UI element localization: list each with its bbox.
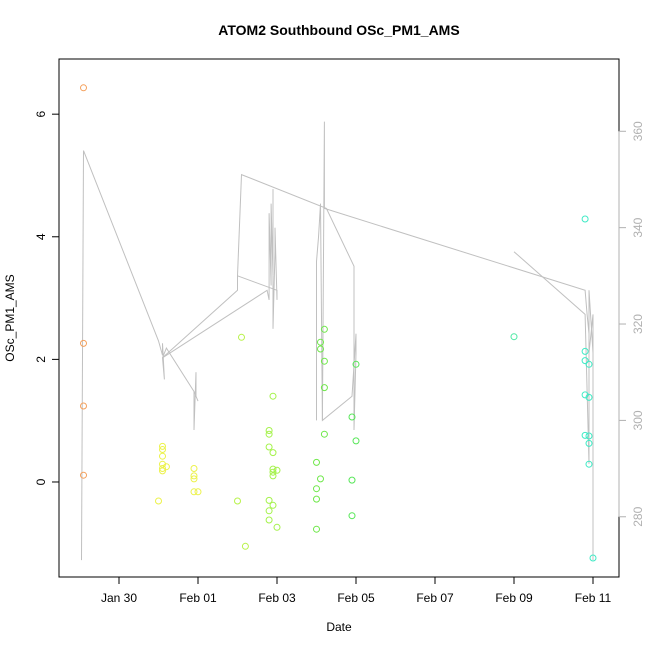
data-point [313, 525, 320, 533]
y-right-tick-label: 320 [631, 314, 645, 334]
data-point [269, 501, 277, 509]
data-point [320, 384, 328, 392]
data-point [585, 393, 593, 401]
data-point [317, 345, 324, 353]
y-right-tick-label: 300 [631, 410, 645, 430]
x-axis: Jan 30 Feb 01 Feb 03 Feb 05 Feb 07 Feb 09 Feb … [101, 576, 612, 605]
y-right-tick-label: 280 [631, 506, 645, 526]
line-segment [316, 203, 323, 421]
x-axis-label: Date [326, 620, 352, 634]
y-right-tick-label: 360 [631, 121, 645, 141]
data-point [348, 476, 356, 484]
data-point [317, 338, 324, 346]
data-point [265, 516, 273, 524]
data-point [190, 472, 198, 480]
data-point [80, 471, 87, 479]
data-point [159, 452, 166, 460]
data-point [269, 468, 277, 476]
y-axis-label: OSc_PM1_AMS [3, 274, 17, 361]
data-point [313, 495, 320, 503]
data-point [581, 357, 589, 365]
data-point [585, 460, 593, 468]
data-point [269, 449, 277, 457]
data-point [265, 430, 273, 438]
data-point [159, 465, 166, 472]
chart-title: ATOM2 Southbound OSc_PM1_AMS [218, 22, 459, 38]
data-point [269, 465, 277, 473]
y-tick-label: 2 [34, 356, 48, 363]
data-point [317, 475, 324, 483]
line-segment [81, 150, 199, 561]
data-point [585, 439, 593, 447]
data-point [162, 463, 170, 471]
data-point [159, 467, 166, 475]
data-point [234, 497, 241, 505]
secondary-line-series [81, 121, 594, 561]
x-tick-label: Feb 05 [337, 591, 375, 605]
y-tick-label: 6 [34, 111, 48, 118]
data-point [80, 339, 87, 347]
plot-frame [58, 58, 620, 578]
data-point [265, 507, 273, 515]
data-point [155, 497, 162, 505]
data-point [190, 465, 198, 472]
data-point [80, 402, 87, 410]
data-point [80, 84, 87, 92]
data-point [320, 357, 328, 365]
data-point [352, 360, 360, 368]
scatter-points [80, 84, 597, 562]
data-point [320, 325, 328, 333]
line-segment [513, 251, 594, 464]
data-point [585, 360, 593, 368]
data-point [581, 215, 589, 223]
y-tick-label: 4 [34, 233, 48, 240]
y-right-tick-label: 340 [631, 217, 645, 237]
data-point [348, 413, 356, 421]
line-segment [162, 121, 594, 561]
data-point [320, 430, 328, 438]
data-point [273, 466, 281, 474]
data-point [265, 496, 273, 504]
data-point [238, 333, 245, 341]
data-point [159, 446, 166, 453]
x-tick-label: Feb 11 [575, 591, 612, 605]
data-point [313, 485, 320, 493]
data-point [190, 488, 198, 496]
x-tick-label: Feb 03 [258, 591, 296, 605]
data-point [265, 427, 273, 434]
data-point [348, 512, 356, 520]
data-point [581, 347, 589, 355]
data-point [313, 458, 320, 466]
data-point [190, 475, 198, 483]
y-axis-right: 280 300 320 340 360 [618, 121, 645, 527]
data-point [352, 437, 360, 445]
y-axis: 0 2 4 6 [34, 111, 60, 485]
data-point [589, 554, 597, 562]
data-point [194, 488, 202, 496]
data-point [265, 443, 273, 451]
data-point [273, 523, 281, 531]
x-tick-label: Jan 30 [101, 591, 137, 605]
data-point [269, 472, 277, 480]
line-segment [162, 189, 278, 359]
data-point [510, 333, 518, 341]
data-point [159, 442, 166, 450]
y-tick-label: 0 [34, 478, 48, 485]
data-point [269, 392, 277, 400]
x-tick-label: Feb 09 [495, 591, 533, 605]
x-tick-label: Feb 07 [416, 591, 454, 605]
data-point [581, 431, 589, 439]
x-tick-label: Feb 01 [179, 591, 217, 605]
data-point [241, 542, 249, 550]
data-point [585, 432, 593, 440]
